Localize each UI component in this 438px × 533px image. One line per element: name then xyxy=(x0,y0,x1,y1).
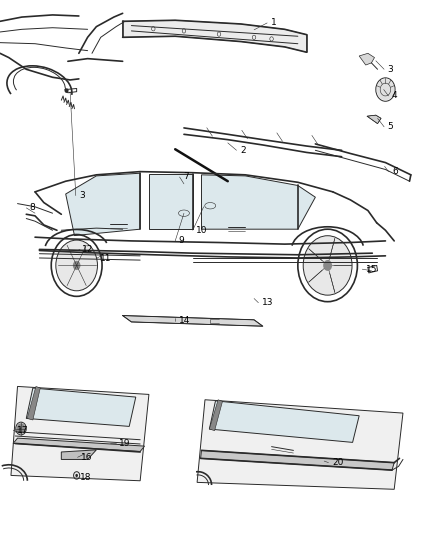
Text: 7: 7 xyxy=(183,173,189,181)
Text: 12: 12 xyxy=(82,245,94,254)
Polygon shape xyxy=(26,388,136,426)
Polygon shape xyxy=(66,173,140,236)
Text: 18: 18 xyxy=(80,473,91,481)
Text: 10: 10 xyxy=(196,226,208,235)
Polygon shape xyxy=(197,400,403,489)
Text: 13: 13 xyxy=(262,298,273,307)
Polygon shape xyxy=(209,401,359,442)
Polygon shape xyxy=(201,450,394,470)
Text: 15: 15 xyxy=(366,265,377,273)
Circle shape xyxy=(75,474,78,477)
Polygon shape xyxy=(209,400,223,431)
Text: 20: 20 xyxy=(332,458,343,467)
Text: 9: 9 xyxy=(179,237,184,245)
Text: 11: 11 xyxy=(100,254,111,263)
Polygon shape xyxy=(367,115,381,124)
Circle shape xyxy=(323,260,332,271)
Polygon shape xyxy=(123,20,307,52)
Text: 19: 19 xyxy=(119,439,131,448)
Circle shape xyxy=(73,261,81,270)
Text: 5: 5 xyxy=(388,123,393,131)
Text: 14: 14 xyxy=(179,317,190,325)
Polygon shape xyxy=(149,174,193,229)
Text: 3: 3 xyxy=(79,191,85,200)
Polygon shape xyxy=(201,175,315,229)
Text: 2: 2 xyxy=(240,146,246,155)
Polygon shape xyxy=(27,386,40,420)
Text: 17: 17 xyxy=(17,426,28,435)
Text: 6: 6 xyxy=(392,167,398,176)
Circle shape xyxy=(377,79,394,100)
Polygon shape xyxy=(123,316,263,326)
Text: 16: 16 xyxy=(81,453,92,462)
Text: 4: 4 xyxy=(392,92,398,100)
Text: 8: 8 xyxy=(30,204,35,212)
Circle shape xyxy=(65,89,68,92)
Polygon shape xyxy=(61,450,96,459)
Polygon shape xyxy=(11,386,149,481)
Polygon shape xyxy=(359,53,374,65)
Text: 3: 3 xyxy=(388,65,393,74)
Circle shape xyxy=(303,236,352,295)
Circle shape xyxy=(17,423,25,434)
Text: 1: 1 xyxy=(271,19,276,27)
Polygon shape xyxy=(13,438,145,451)
Circle shape xyxy=(56,240,98,291)
